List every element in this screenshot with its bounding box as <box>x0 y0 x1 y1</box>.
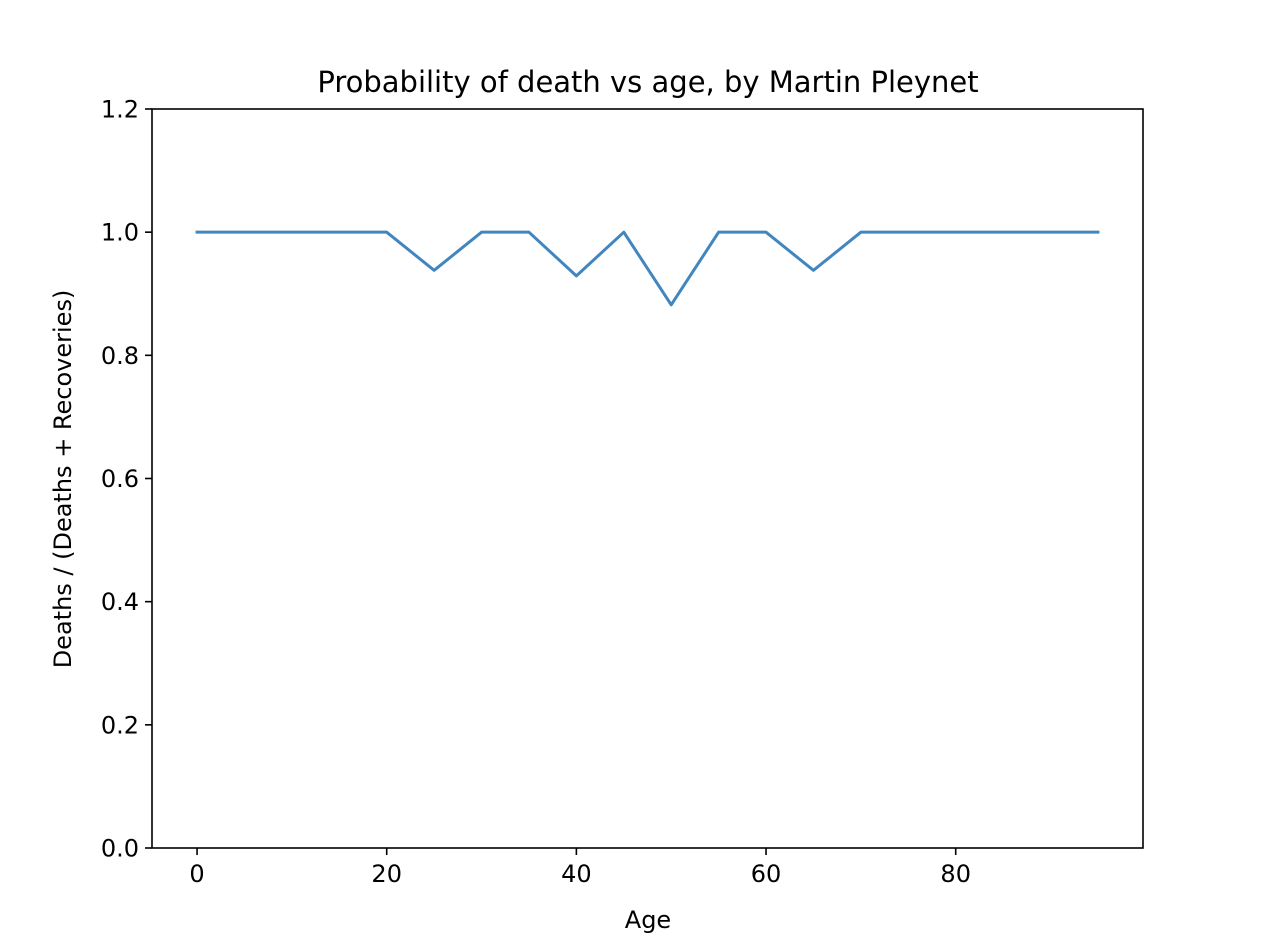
x-tick-label: 60 <box>751 860 782 888</box>
y-tick-label: 0.6 <box>101 465 139 493</box>
x-tick-label: 40 <box>561 860 592 888</box>
axes: 0 20 40 60 80 0.0 0.2 0.4 0.6 0.8 1.0 1.2 <box>101 96 1144 888</box>
y-tick-label: 0.0 <box>101 835 139 863</box>
y-tick-label: 0.8 <box>101 342 139 370</box>
plot-area <box>195 230 1100 307</box>
x-tick-label: 80 <box>940 860 971 888</box>
x-axis-label: Age <box>625 906 671 934</box>
y-tick-label: 0.4 <box>101 588 139 616</box>
axes-frame <box>151 108 1144 849</box>
y-axis-label: Deaths / (Deaths + Recoveries) <box>49 290 77 669</box>
x-tick-label: 20 <box>371 860 402 888</box>
x-tick-label: 0 <box>189 860 204 888</box>
y-tick-label: 1.0 <box>101 219 139 247</box>
chart-title: Probability of death vs age, by Martin P… <box>317 65 978 99</box>
series-line-0 <box>195 230 1100 307</box>
y-tick-label: 1.2 <box>101 96 139 124</box>
y-tick-label: 0.2 <box>101 711 139 739</box>
